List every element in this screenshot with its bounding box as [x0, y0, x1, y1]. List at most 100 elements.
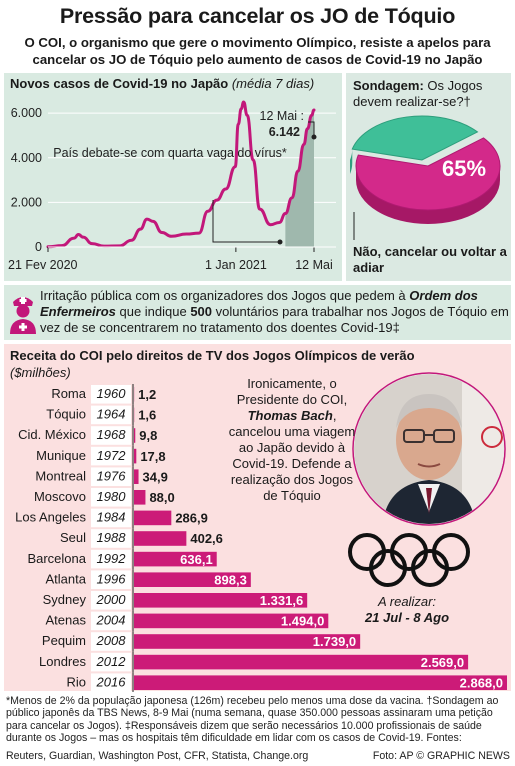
bar-mark — [134, 654, 469, 670]
bar-year-box — [91, 385, 131, 404]
survey-question: Sondagem: Os Jogos devem realizar-se?† — [353, 78, 511, 110]
bar-mark — [134, 675, 507, 690]
bar-mark — [134, 448, 137, 464]
bar-category-label: Cid. México — [18, 427, 86, 442]
line-chart-x-tick-label: 21 Fev 2020 — [8, 258, 78, 272]
bar-row: Sydney 2000 1.331,6 — [43, 590, 308, 611]
sources: Reuters, Guardian, Washington Post, CFR,… — [6, 750, 309, 762]
bar-chart-svg: Roma 1960 1,2 Tóquio 1964 1,6 Cid. México 1968 9… — [15, 384, 507, 692]
bar-value-label: 1,6 — [138, 408, 156, 423]
bar-value-label: 2.868,0 — [460, 675, 503, 690]
bar-value-label: 402,6 — [190, 531, 223, 546]
line-chart-y-tick-label: 2.000 — [11, 195, 42, 209]
bar-category-label: Atlanta — [46, 571, 87, 586]
bar-mark — [134, 634, 361, 649]
bar-year-label: 1980 — [97, 489, 127, 504]
bar-value-label: 286,9 — [175, 511, 208, 526]
bar-year-label: 1984 — [97, 510, 126, 525]
bar-year-box — [91, 446, 131, 466]
bar-row: Rio 2016 2.868,0 — [66, 672, 507, 692]
pie-slice-yes — [351, 115, 479, 161]
bar-category-label: Sydney — [43, 592, 87, 607]
bar-chart-title: Receita do COI pelo direitos de TV dos J… — [10, 348, 415, 363]
bar-category-label: Londres — [39, 654, 86, 669]
pie-percent-label: 65% — [442, 156, 486, 181]
bar-year-label: 1960 — [97, 386, 127, 401]
bach-text-part2: , cancelou uma viagem ao Japão devido à … — [228, 408, 356, 503]
pie-side-no — [356, 166, 500, 224]
bar-mark — [134, 510, 172, 526]
bar-value-label: 1,2 — [138, 387, 156, 402]
bar-year-box — [91, 570, 131, 589]
line-chart-x-tick-label: 1 Jan 2021 — [205, 258, 267, 272]
survey-label: Sondagem: — [353, 78, 424, 93]
line-chart-peak-date: 12 Mai : — [260, 109, 304, 123]
bar-year-box — [91, 611, 131, 631]
bar-year-label: 1968 — [97, 427, 127, 442]
bar-row: Pequim 2008 1.739,0 — [42, 631, 361, 652]
bar-category-label: Seul — [60, 530, 86, 545]
nurse-text-count: 500 — [190, 304, 213, 319]
bach-photo — [352, 372, 506, 526]
bar-year-label: 2004 — [96, 613, 126, 628]
bar-category-label: Montreal — [35, 468, 86, 483]
bar-year-label: 2000 — [96, 592, 127, 607]
upcoming-dates: 21 Jul - 8 Ago — [364, 610, 450, 625]
line-chart-svg: 0 2.000 4.000 6.000 21 Fev 2020 1 Jan 2021 12… — [8, 100, 336, 272]
bar-mark — [134, 572, 251, 587]
bar-year-label: 1976 — [97, 468, 127, 483]
line-chart-title-note: (média 7 dias) — [231, 76, 315, 91]
bar-value-label: 1.739,0 — [313, 634, 356, 649]
bar-mark — [134, 593, 308, 608]
bar-year-box — [91, 405, 131, 425]
bar-mark — [134, 469, 139, 484]
bar-row: Montreal 1976 34,9 — [35, 466, 168, 487]
bar-mark — [134, 490, 146, 505]
bar-row: Cid. México 1968 9,8 — [18, 425, 157, 446]
bar-row: Moscovo 1980 88,0 — [34, 487, 175, 508]
line-chart-y-tick-label: 4.000 — [11, 151, 42, 165]
bar-category-label: Moscovo — [34, 489, 86, 504]
bar-year-box — [91, 652, 131, 672]
bar-value-label: 17,8 — [140, 449, 165, 464]
bar-category-label: Los Angeles — [15, 510, 86, 525]
bar-chart-rows: Roma 1960 1,2 Tóquio 1964 1,6 Cid. México 1968 9… — [15, 384, 507, 692]
line-chart-peak-leader — [308, 121, 315, 136]
olympic-rings-icon — [348, 533, 470, 587]
line-chart-annotation-bracket — [212, 200, 280, 243]
bar-year-box — [91, 426, 131, 445]
pie-slice-yes-side — [350, 149, 353, 174]
bach-name: Thomas Bach — [247, 408, 333, 423]
nurse-text-org: Ordem dos Enfermeiros — [40, 288, 478, 319]
bar-year-box — [91, 673, 131, 692]
bar-year-label: 2012 — [96, 654, 127, 669]
bar-value-label: 1.331,6 — [260, 593, 303, 608]
bar-category-label: Munique — [36, 448, 86, 463]
line-chart-annotation-wave: País debate-se com quarta vaga do vírus* — [53, 146, 287, 160]
survey-question-text: Os Jogos devem realizar-se?† — [353, 78, 483, 109]
bar-mark — [134, 428, 136, 443]
bar-category-label: Atenas — [46, 613, 87, 628]
bach-text-part1: Ironicamente, o Presidente do COI, — [236, 376, 348, 407]
bar-year-label: 1972 — [97, 448, 127, 463]
nurse-text: Irritação pública com os organizadores d… — [40, 288, 510, 336]
line-chart-x-tick-label: 12 Mai — [295, 258, 333, 272]
bar-value-label: 1.494,0 — [281, 614, 324, 629]
line-chart-x-ticks: 21 Fev 2020 1 Jan 2021 12 Mai — [8, 246, 336, 272]
bar-year-label: 2008 — [96, 633, 127, 648]
bar-year-label: 1988 — [97, 530, 127, 545]
bar-year-box — [91, 549, 131, 569]
bar-chart-unit: ($milhões) — [10, 365, 71, 380]
bar-row: Atlanta 1996 898,3 — [46, 569, 251, 590]
bar-year-box — [91, 591, 131, 610]
bar-year-label: 1996 — [97, 571, 127, 586]
bar-year-box — [91, 529, 131, 548]
bar-mark — [134, 613, 329, 629]
bar-category-label: Rio — [66, 674, 86, 689]
bar-row: Barcelona 1992 636,1 — [27, 548, 217, 570]
bar-year-label: 1992 — [97, 551, 127, 566]
bar-value-label: 636,1 — [180, 552, 213, 567]
page-title: Pressão para cancelar os JO de Tóquio — [59, 4, 456, 28]
nurse-text-part2: que indique — [115, 304, 191, 319]
bar-mark — [134, 531, 187, 546]
